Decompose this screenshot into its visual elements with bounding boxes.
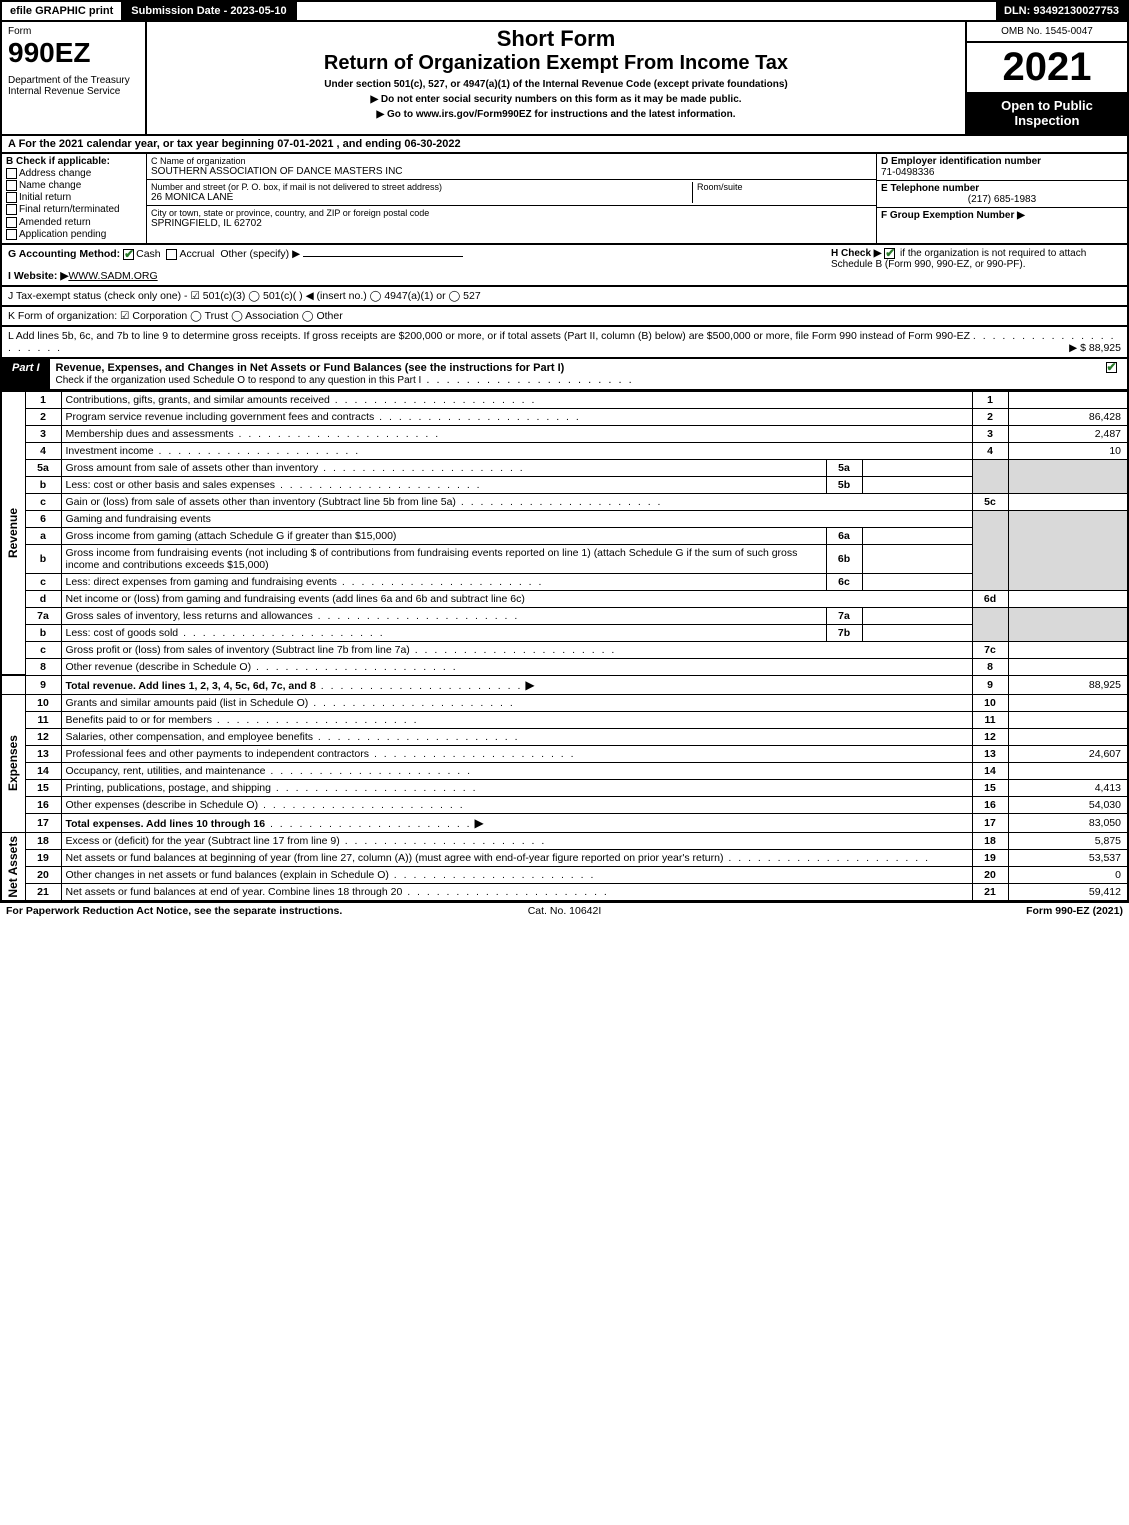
chk-address-change[interactable]: Address change xyxy=(6,168,142,179)
efile-label[interactable]: efile GRAPHIC print xyxy=(2,2,123,20)
city-label: City or town, state or province, country… xyxy=(151,208,872,218)
telephone: (217) 685-1983 xyxy=(881,194,1123,205)
footer-right: Form 990-EZ (2021) xyxy=(751,905,1123,917)
col-c: C Name of organization SOUTHERN ASSOCIAT… xyxy=(147,154,877,243)
block-b-c-d: B Check if applicable: Address change Na… xyxy=(0,154,1129,245)
part-1-badge: Part I xyxy=(2,359,50,389)
footer-left: For Paperwork Reduction Act Notice, see … xyxy=(6,905,378,917)
org-name-row: C Name of organization SOUTHERN ASSOCIAT… xyxy=(147,154,876,180)
tel-label: E Telephone number xyxy=(881,183,1123,194)
col-b: B Check if applicable: Address change Na… xyxy=(2,154,147,243)
top-bar: efile GRAPHIC print Submission Date - 20… xyxy=(0,0,1129,22)
short-form-title: Short Form xyxy=(153,26,959,52)
return-title: Return of Organization Exempt From Incom… xyxy=(153,52,959,75)
line-j: J Tax-exempt status (check only one) - ☑… xyxy=(0,287,1129,307)
part-1-header: Part I Revenue, Expenses, and Changes in… xyxy=(0,359,1129,391)
ssn-note: ▶ Do not enter social security numbers o… xyxy=(153,94,959,105)
street: 26 MONICA LANE xyxy=(151,192,692,203)
accounting-method: G Accounting Method: Cash Accrual Other … xyxy=(8,248,831,260)
line-k: K Form of organization: ☑ Corporation ◯ … xyxy=(0,307,1129,327)
part-1-title: Revenue, Expenses, and Changes in Net As… xyxy=(50,359,1097,389)
chk-amended-return[interactable]: Amended return xyxy=(6,217,142,228)
chk-name-change[interactable]: Name change xyxy=(6,180,142,191)
header-right: OMB No. 1545-0047 2021 Open to Public In… xyxy=(967,22,1127,134)
name-label: C Name of organization xyxy=(151,156,872,166)
tel-block: E Telephone number (217) 685-1983 xyxy=(877,181,1127,208)
website-line: I Website: ▶WWW.SADM.ORG xyxy=(8,270,831,282)
submission-date: Submission Date - 2023-05-10 xyxy=(123,2,296,20)
page-footer: For Paperwork Reduction Act Notice, see … xyxy=(0,902,1129,919)
h-check: H Check ▶ if the organization is not req… xyxy=(831,248,1121,282)
form-header: Form 990EZ Department of the Treasury In… xyxy=(0,22,1129,136)
ein-block: D Employer identification number 71-0498… xyxy=(877,154,1127,181)
line-g-h: G Accounting Method: Cash Accrual Other … xyxy=(0,245,1129,287)
lines-table: Revenue 1Contributions, gifts, grants, a… xyxy=(0,391,1129,902)
col-d: D Employer identification number 71-0498… xyxy=(877,154,1127,243)
group-exemption: F Group Exemption Number ▶ xyxy=(877,208,1127,223)
form-number: 990EZ xyxy=(8,37,139,69)
side-revenue: Revenue xyxy=(6,508,20,558)
form-word: Form xyxy=(8,26,139,37)
footer-cat: Cat. No. 10642I xyxy=(378,905,750,917)
tax-year: 2021 xyxy=(967,43,1127,92)
org-name: SOUTHERN ASSOCIATION OF DANCE MASTERS IN… xyxy=(151,166,872,177)
chk-accrual[interactable] xyxy=(166,249,177,260)
side-net-assets: Net Assets xyxy=(6,836,20,898)
goto-text[interactable]: ▶ Go to www.irs.gov/Form990EZ for instru… xyxy=(376,109,735,120)
under-section: Under section 501(c), 527, or 4947(a)(1)… xyxy=(153,79,959,90)
street-label: Number and street (or P. O. box, if mail… xyxy=(151,182,692,192)
city-row: City or town, state or province, country… xyxy=(147,206,876,231)
omb-number: OMB No. 1545-0047 xyxy=(967,22,1127,43)
line-l: L Add lines 5b, 6c, and 7b to line 9 to … xyxy=(0,327,1129,359)
goto-note: ▶ Go to www.irs.gov/Form990EZ for instru… xyxy=(153,109,959,120)
street-row: Number and street (or P. O. box, if mail… xyxy=(147,180,876,206)
chk-initial-return[interactable]: Initial return xyxy=(6,192,142,203)
room-suite: Room/suite xyxy=(692,182,872,203)
b-label: B Check if applicable: xyxy=(6,156,142,167)
chk-final-return[interactable]: Final return/terminated xyxy=(6,204,142,215)
room-label: Room/suite xyxy=(697,182,872,192)
city: SPRINGFIELD, IL 62702 xyxy=(151,218,872,229)
grp-label: F Group Exemption Number ▶ xyxy=(881,210,1025,221)
dln: DLN: 93492130027753 xyxy=(996,2,1127,20)
chk-h[interactable] xyxy=(884,248,895,259)
chk-application-pending[interactable]: Application pending xyxy=(6,229,142,240)
header-center: Short Form Return of Organization Exempt… xyxy=(147,22,967,134)
section-a: A For the 2021 calendar year, or tax yea… xyxy=(0,136,1129,154)
chk-cash[interactable] xyxy=(123,249,134,260)
website-link[interactable]: WWW.SADM.ORG xyxy=(68,270,157,282)
department: Department of the Treasury Internal Reve… xyxy=(8,75,139,97)
ein: 71-0498336 xyxy=(881,167,1123,178)
side-expenses: Expenses xyxy=(6,735,20,791)
ein-label: D Employer identification number xyxy=(881,156,1123,167)
inspection-badge: Open to Public Inspection xyxy=(967,92,1127,134)
part-1-check[interactable] xyxy=(1097,359,1127,389)
header-left: Form 990EZ Department of the Treasury In… xyxy=(2,22,147,134)
